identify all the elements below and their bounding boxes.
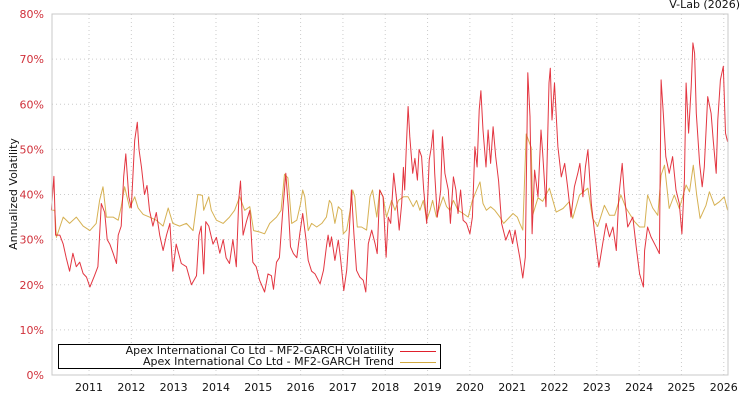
legend-swatch-volatility [400,350,436,352]
vlab-credit: V-Lab (2026) [669,0,740,11]
x-tick-label: 2022 [541,381,569,394]
x-tick-label: 2017 [329,381,357,394]
x-tick-label: 2021 [498,381,526,394]
y-tick-label: 10% [20,324,44,337]
legend-label-volatility: Apex International Co Ltd - MF2-GARCH Vo… [125,344,394,357]
x-tick-label: 2014 [202,381,230,394]
y-tick-label: 70% [20,53,44,66]
series-lines [50,42,729,293]
legend-label-trend: Apex International Co Ltd - MF2-GARCH Tr… [143,355,394,368]
x-tick-labels: 2011 2012 2013 2014 2015 2016 2017 2018 2019 2020… [75,381,738,394]
x-tick-label: 2013 [160,381,188,394]
y-tick-labels: 0% 10% 20% 30% 40% 50% 60% 70% 80% [20,8,44,382]
legend-item-volatility: Apex International Co Ltd - MF2-GARCH Vo… [126,345,436,357]
x-tick-label: 2016 [287,381,315,394]
y-tick-label: 40% [20,189,44,202]
x-tick-label: 2011 [75,381,103,394]
plot-border [51,13,729,376]
x-tick-label: 2026 [710,381,738,394]
x-tick-label: 2012 [117,381,145,394]
x-tick-label: 2024 [625,381,653,394]
x-tick-label: 2025 [667,381,695,394]
y-tick-label: 0% [27,369,44,382]
y-tick-label: 30% [20,234,44,247]
legend-item-trend: Apex International Co Ltd - MF2-GARCH Tr… [143,356,436,368]
x-tick-label: 2019 [414,381,442,394]
x-tick-label: 2020 [456,381,484,394]
chart-legend: Apex International Co Ltd - MF2-GARCH Vo… [58,344,441,369]
legend-swatch-trend [400,361,436,363]
series-line-volatility [50,42,729,293]
series-line-trend [51,133,729,238]
x-tick-label: 2018 [371,381,399,394]
x-tick-label: 2023 [583,381,611,394]
grid [52,14,728,375]
y-tick-label: 80% [20,8,44,21]
y-tick-label: 50% [20,143,44,156]
x-tick-label: 2015 [244,381,272,394]
axes [51,13,729,376]
y-tick-label: 60% [20,98,44,111]
y-tick-label: 20% [20,279,44,292]
y-axis-label: Annualized Volatility [7,138,20,250]
